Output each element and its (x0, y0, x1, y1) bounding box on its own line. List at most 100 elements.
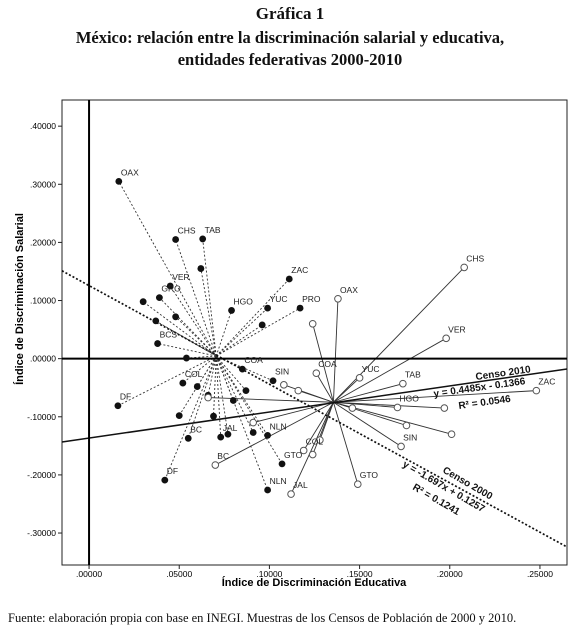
point-label: GRO (161, 284, 181, 294)
point-2000 (179, 379, 187, 387)
point-label: ZAC (291, 265, 308, 275)
connector-2000 (215, 355, 229, 435)
point-label: GTO (284, 450, 303, 460)
connector-2010 (312, 323, 334, 403)
connector-2000 (182, 355, 217, 384)
connector-2000 (157, 343, 217, 357)
y-tick-label: -.20000 (27, 470, 56, 480)
point-2000 (115, 177, 123, 185)
x-tick-label: .00000 (76, 569, 102, 579)
point-2000 (175, 412, 183, 420)
point-label: PRO (302, 294, 321, 304)
fit-annotations: Censo 2010 y = 0.4485x - 0.1366 R² = 0.0… (401, 364, 532, 518)
point-2000 (269, 377, 277, 385)
x-axis-ticks: .00000 .05000 .10000 .15000 .20000 .25000 (76, 565, 553, 579)
chart-title: México: relación entre la discriminación… (75, 28, 505, 47)
point-label: BC (190, 424, 202, 434)
point-label: COL (306, 436, 324, 446)
point-2010 (211, 461, 220, 469)
connector-lines (117, 181, 537, 495)
point-label: CHS (466, 253, 484, 263)
y-axis-label: Índice de Discriminación Salarial (13, 213, 26, 385)
point-2000 (210, 412, 217, 420)
point-label: COA (244, 355, 263, 365)
connector-2000 (207, 355, 217, 396)
y-tick-label: .40000 (30, 121, 56, 131)
point-2000 (183, 354, 190, 362)
connector-2010 (333, 377, 360, 403)
point-label: COL (185, 369, 203, 379)
point-2000 (172, 313, 180, 321)
point-2010 (353, 480, 362, 489)
connector-2000 (200, 268, 217, 357)
fit-line-2010 (61, 368, 568, 443)
point-2010 (447, 430, 456, 439)
point-2000 (224, 430, 232, 438)
point-label: BCS (160, 330, 178, 340)
point-2010 (308, 450, 317, 459)
connector-2010 (208, 397, 334, 403)
point-label: OAX (121, 167, 139, 177)
y-tick-label: .30000 (30, 179, 56, 189)
trend-lines (61, 270, 568, 548)
plot-frame (61, 99, 568, 566)
point-2000 (242, 387, 250, 395)
point-label: TAB (205, 225, 221, 235)
y-tick-label: -.10000 (27, 412, 56, 422)
point-label: JAL (293, 480, 308, 490)
point-2000 (285, 275, 293, 283)
y-tick-label: .20000 (30, 237, 56, 247)
connector-2000 (175, 316, 217, 357)
point-label: HGO (399, 393, 419, 403)
connector-2010 (333, 383, 403, 403)
x-tick-label: .20000 (437, 569, 463, 579)
connector-2000 (215, 324, 263, 357)
connector-2010 (298, 390, 334, 403)
point-label: GTO (360, 470, 379, 480)
point-2010 (348, 404, 357, 412)
point-2010 (316, 436, 324, 444)
connector-2010 (333, 401, 402, 447)
y-tick-label: .10000 (30, 296, 56, 306)
connector-2010 (319, 402, 334, 441)
point-2000 (249, 429, 257, 436)
point-2000 (166, 282, 174, 290)
data-points (114, 177, 541, 498)
connector-2000 (215, 278, 290, 357)
x-tick-label: .05000 (166, 569, 192, 579)
connector-2000 (215, 355, 283, 465)
point-2000 (238, 365, 246, 373)
point-label: ZAC (538, 377, 555, 387)
point-2010 (402, 421, 411, 430)
x-tick-label: .10000 (256, 569, 282, 579)
point-2000 (229, 397, 237, 404)
point-2000 (278, 460, 286, 468)
scatter-chart: OAX CHS TAB VER GRO ZAC HGO YUC PRO BCS COA SIN COL D… (13, 99, 568, 589)
connector-2000 (142, 301, 217, 357)
y-tick-label: -.30000 (27, 528, 56, 538)
point-labels: OAX CHS TAB VER GRO ZAC HGO YUC PRO BCS COA SIN COL D… (120, 167, 555, 490)
connector-2010 (333, 402, 359, 485)
point-label: SIN (403, 432, 417, 442)
point-label: TAB (405, 370, 421, 380)
point-2010 (440, 404, 449, 412)
point-2000 (217, 433, 225, 441)
point-2010 (442, 334, 450, 343)
point-label: NLN (270, 421, 287, 431)
connector-2000 (215, 355, 254, 433)
point-label: DF (120, 392, 131, 402)
connector-2010 (333, 401, 445, 409)
point-label: BC (217, 451, 229, 461)
point-2000 (228, 307, 235, 314)
connector-2000 (175, 239, 217, 357)
point-label: VER (172, 272, 189, 282)
point-2000 (172, 236, 180, 243)
point-2000 (139, 298, 147, 306)
point-2010 (397, 442, 405, 451)
connector-2010 (333, 390, 537, 403)
point-2000 (152, 317, 160, 325)
point-2010 (355, 374, 364, 382)
connector-2010 (290, 402, 334, 495)
connector-2000 (169, 285, 217, 357)
point-2010 (280, 381, 288, 389)
